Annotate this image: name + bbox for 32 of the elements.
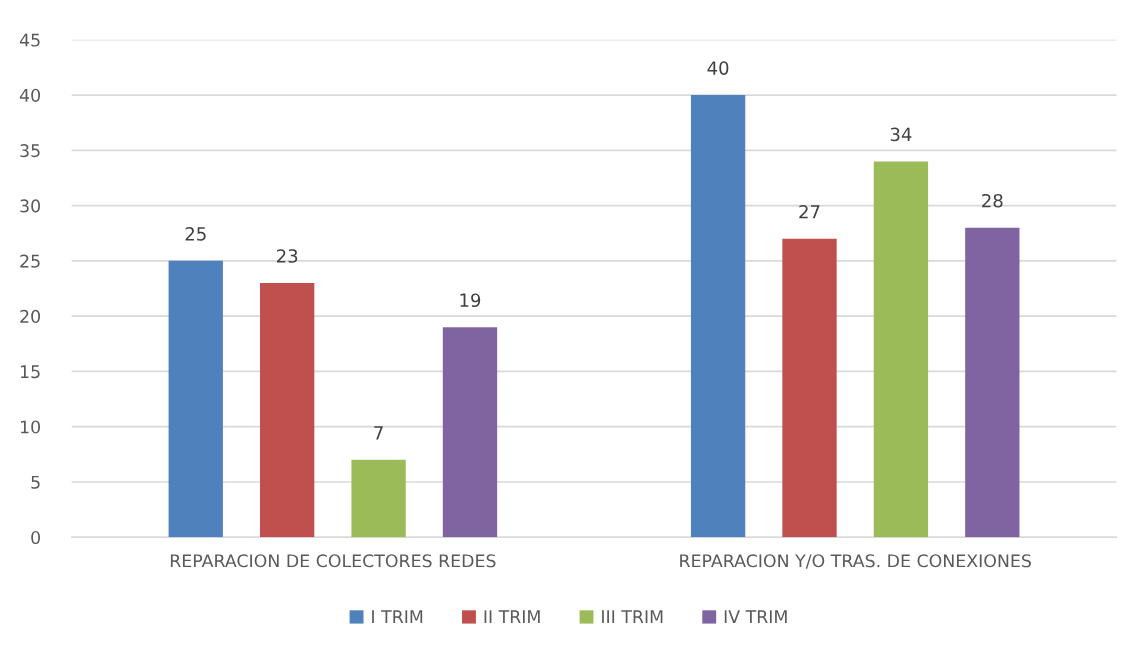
y-tick-label: 15 (20, 365, 40, 379)
bar (690, 95, 746, 538)
data-label: 7 (374, 426, 383, 440)
legend-label: II TRIM (484, 610, 540, 623)
bar (260, 282, 315, 538)
x-tick-label: REPARACION Y/O TRAS. DE CONEXIONES (680, 554, 1031, 569)
data-label: 27 (799, 204, 820, 219)
data-label: 25 (185, 227, 206, 241)
legend-label: IV TRIM (724, 610, 787, 623)
bar (442, 327, 498, 538)
y-tick-label: 40 (19, 88, 40, 102)
y-tick-label: 35 (20, 144, 40, 158)
y-tick-label: 5 (31, 475, 40, 489)
y-tick-label: 0 (31, 530, 40, 545)
data-label: 34 (890, 127, 912, 142)
data-label: 28 (982, 193, 1003, 208)
bar (873, 161, 929, 538)
legend-label: I TRIM (372, 610, 423, 623)
y-tick-label: 45 (19, 33, 40, 47)
bar (168, 260, 223, 538)
legend-label: III TRIM (602, 610, 663, 623)
data-label: 19 (460, 293, 481, 308)
y-tick-label: 10 (20, 420, 40, 434)
x-tick-label: REPARACION DE COLECTORES REDES (170, 554, 496, 568)
data-label: 40 (707, 61, 729, 75)
y-tick-label: 30 (20, 199, 40, 213)
bar (965, 227, 1020, 538)
y-tick-label: 20 (20, 309, 40, 323)
bar (782, 238, 837, 538)
y-tick-label: 25 (20, 254, 40, 268)
bar (351, 459, 406, 538)
data-label: 23 (277, 249, 298, 263)
